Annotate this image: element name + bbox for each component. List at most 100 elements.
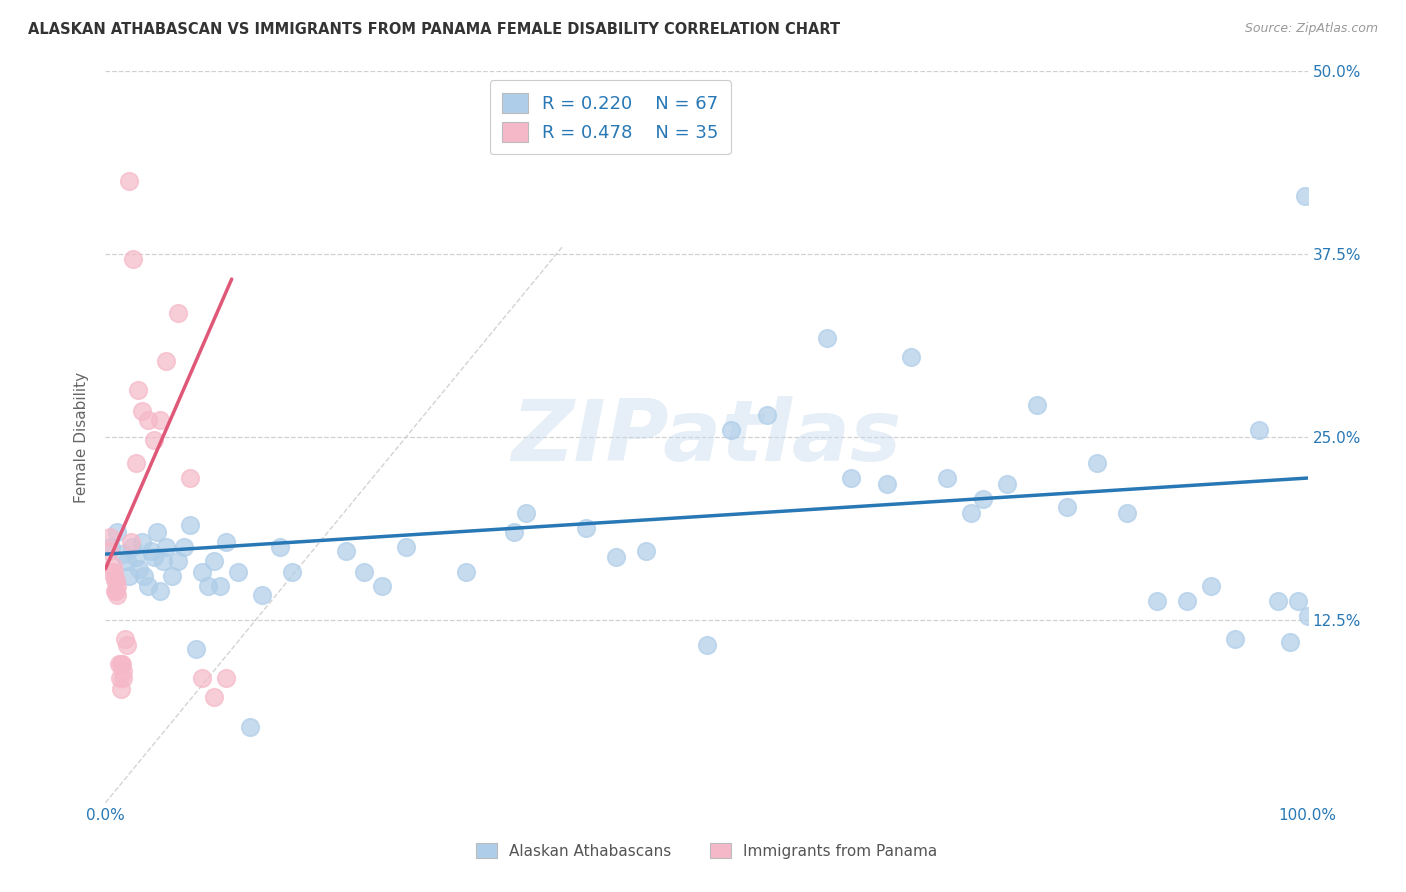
Point (100, 565, 122, 579)
Point (105, 574, 128, 588)
Point (190, 672, 212, 686)
Point (112, 547, 135, 561)
Point (115, 638, 138, 652)
Point (575, 521, 598, 535)
Point (371, 579, 394, 593)
Point (107, 588, 129, 602)
Point (115, 554, 138, 568)
Point (179, 471, 201, 485)
Point (335, 544, 357, 558)
Point (142, 433, 165, 447)
Point (118, 174, 141, 188)
Point (155, 354, 177, 368)
Point (1249, 423, 1271, 437)
Point (239, 720, 262, 734)
Point (146, 525, 169, 540)
Y-axis label: Female Disability: Female Disability (75, 371, 90, 503)
Point (395, 540, 418, 554)
Point (112, 672, 135, 686)
Point (815, 330, 838, 344)
Point (1278, 635, 1301, 649)
Point (720, 423, 742, 437)
Point (1294, 188, 1316, 202)
Text: ALASKAN ATHABASCAN VS IMMIGRANTS FROM PANAMA FEMALE DISABILITY CORRELATION CHART: ALASKAN ATHABASCAN VS IMMIGRANTS FROM PA… (28, 22, 841, 37)
Point (226, 565, 249, 579)
Point (114, 632, 136, 646)
Point (250, 588, 273, 602)
Text: Source: ZipAtlas.com: Source: ZipAtlas.com (1244, 22, 1378, 36)
Point (107, 525, 129, 540)
Point (1225, 632, 1247, 646)
Point (353, 565, 375, 579)
Point (936, 471, 959, 485)
Point (166, 306, 188, 320)
Point (121, 540, 143, 554)
Point (107, 657, 129, 671)
Point (142, 549, 165, 564)
Point (202, 690, 225, 705)
Point (696, 638, 718, 652)
Point (148, 583, 170, 598)
Point (107, 579, 129, 593)
Point (173, 540, 195, 554)
Point (104, 574, 127, 588)
Point (100, 540, 122, 554)
Point (876, 476, 898, 491)
Point (839, 471, 862, 485)
Point (1175, 594, 1198, 608)
Text: ZIPatlas: ZIPatlas (512, 395, 901, 479)
Point (112, 664, 135, 678)
Point (110, 681, 132, 696)
Point (148, 412, 170, 426)
Point (281, 565, 304, 579)
Point (1026, 398, 1049, 412)
Point (1146, 594, 1168, 608)
Point (636, 544, 658, 558)
Point (960, 506, 983, 520)
Point (1116, 506, 1139, 520)
Point (605, 549, 627, 564)
Point (202, 554, 225, 568)
Point (98, 530, 121, 544)
Point (110, 657, 132, 671)
Point (152, 554, 174, 568)
Point (103, 565, 125, 579)
Point (108, 672, 131, 686)
Point (98, 544, 121, 558)
Point (184, 642, 207, 657)
Point (101, 558, 124, 573)
Point (972, 491, 994, 506)
Point (155, 540, 177, 554)
Point (122, 252, 145, 266)
Point (139, 544, 162, 558)
Point (1286, 594, 1309, 608)
Point (214, 535, 236, 549)
Point (1296, 608, 1319, 623)
Point (131, 535, 153, 549)
Point (515, 506, 537, 520)
Point (105, 583, 128, 598)
Point (190, 565, 212, 579)
Point (160, 569, 183, 583)
Point (118, 569, 141, 583)
Point (503, 525, 526, 540)
Point (1267, 594, 1289, 608)
Point (104, 583, 127, 598)
Legend: Alaskan Athabascans, Immigrants from Panama: Alaskan Athabascans, Immigrants from Pan… (470, 837, 943, 864)
Point (127, 384, 149, 398)
Point (124, 457, 146, 471)
Point (136, 412, 159, 426)
Point (214, 672, 236, 686)
Point (136, 579, 159, 593)
Point (132, 569, 155, 583)
Point (1085, 457, 1108, 471)
Point (166, 554, 188, 568)
Point (128, 562, 150, 576)
Point (179, 517, 201, 532)
Point (755, 408, 778, 422)
Point (111, 657, 134, 671)
Point (454, 565, 477, 579)
Point (1201, 579, 1223, 593)
Point (900, 350, 922, 364)
Point (208, 579, 231, 593)
